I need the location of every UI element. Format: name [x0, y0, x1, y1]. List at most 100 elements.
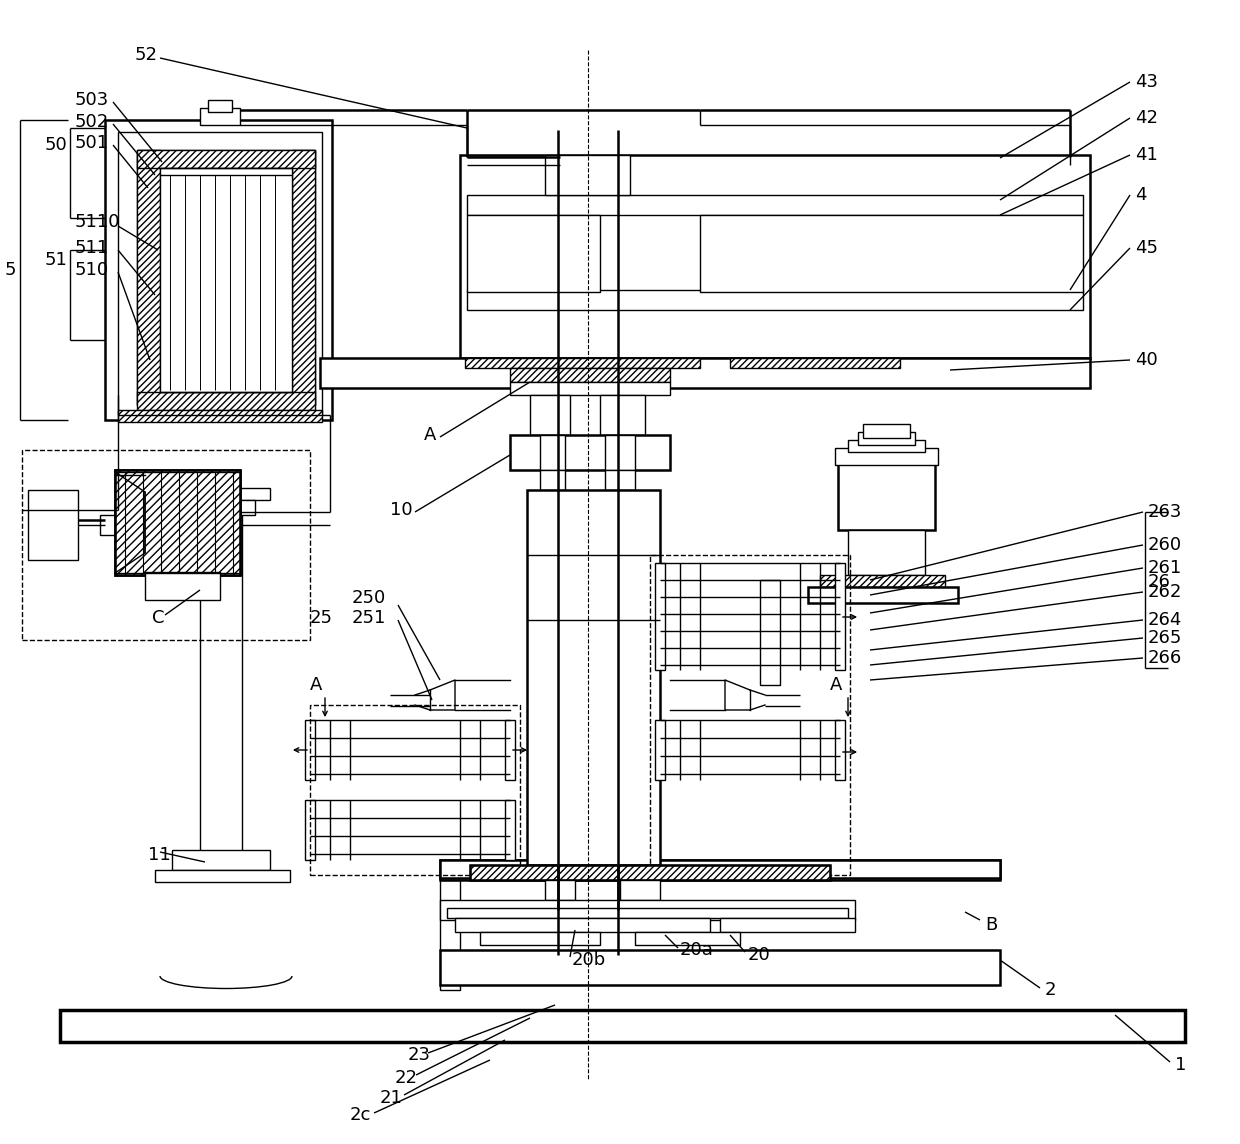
Text: A: A	[424, 426, 436, 444]
Bar	[115, 470, 241, 575]
Text: 510: 510	[74, 261, 109, 279]
Bar	[510, 382, 670, 395]
Text: 23: 23	[408, 1046, 432, 1064]
Bar	[605, 435, 635, 470]
Text: 50: 50	[45, 136, 68, 154]
Bar	[440, 900, 856, 920]
Bar	[655, 563, 665, 670]
Bar	[291, 150, 315, 405]
Bar	[467, 289, 1083, 310]
Text: 5110: 5110	[74, 213, 120, 231]
Bar	[118, 132, 322, 415]
Bar	[858, 432, 915, 445]
Text: 4: 4	[1135, 186, 1147, 204]
Text: 511: 511	[74, 239, 109, 257]
Bar	[100, 515, 115, 535]
Bar	[510, 435, 670, 470]
Bar	[546, 154, 630, 194]
Text: 503: 503	[74, 92, 109, 109]
Bar	[650, 555, 849, 875]
Bar	[655, 720, 665, 780]
Text: 51: 51	[45, 251, 68, 269]
Bar	[529, 395, 570, 435]
Text: 2: 2	[1045, 982, 1056, 999]
Text: 260: 260	[1148, 537, 1182, 554]
Text: 263: 263	[1148, 503, 1183, 521]
Bar	[848, 440, 925, 452]
Bar	[160, 168, 291, 392]
Text: 1: 1	[1176, 1056, 1187, 1074]
Bar	[605, 470, 635, 490]
Text: 501: 501	[74, 134, 109, 152]
Bar	[115, 470, 241, 575]
Text: B: B	[985, 916, 997, 934]
Bar	[848, 530, 925, 575]
Bar	[835, 448, 937, 464]
Bar	[440, 880, 460, 990]
Bar	[305, 800, 315, 860]
Bar	[546, 880, 575, 900]
Text: C: C	[153, 609, 165, 627]
Bar	[539, 435, 565, 470]
Bar	[820, 575, 945, 587]
Text: 2c: 2c	[350, 1106, 371, 1125]
Bar	[29, 490, 78, 561]
Bar	[730, 358, 900, 368]
Text: 11: 11	[148, 847, 171, 864]
Text: 21: 21	[379, 1089, 403, 1107]
Text: 261: 261	[1148, 559, 1182, 577]
Bar	[470, 865, 830, 880]
Bar	[720, 917, 856, 932]
Bar	[467, 194, 1083, 215]
Text: 262: 262	[1148, 583, 1183, 601]
Bar	[155, 869, 290, 882]
Bar	[467, 215, 600, 292]
Bar	[527, 490, 660, 865]
Text: 502: 502	[74, 113, 109, 132]
Bar	[440, 860, 999, 880]
Bar	[808, 587, 959, 603]
Text: 265: 265	[1148, 629, 1183, 648]
Bar	[835, 563, 844, 670]
Bar	[470, 865, 830, 880]
Bar	[145, 572, 219, 599]
Bar	[600, 395, 645, 435]
Bar	[320, 358, 1090, 388]
Bar	[505, 720, 515, 780]
Bar	[480, 932, 600, 945]
Text: 40: 40	[1135, 351, 1158, 370]
Bar	[118, 410, 322, 422]
Bar	[510, 368, 670, 382]
Bar	[465, 358, 701, 368]
Bar	[136, 150, 315, 405]
Text: A: A	[830, 676, 842, 694]
Bar	[620, 880, 660, 900]
Bar	[440, 950, 999, 985]
Bar	[22, 450, 310, 639]
Bar	[310, 705, 520, 875]
Bar	[446, 908, 848, 917]
Text: 251: 251	[352, 609, 387, 627]
Text: 26: 26	[1148, 573, 1171, 591]
Bar	[305, 720, 315, 780]
Text: 266: 266	[1148, 649, 1182, 667]
Bar	[136, 150, 160, 405]
Bar	[838, 462, 935, 530]
Text: 22: 22	[396, 1068, 418, 1087]
Text: 42: 42	[1135, 109, 1158, 127]
Text: 45: 45	[1135, 239, 1158, 257]
Bar	[60, 1010, 1185, 1042]
Bar	[505, 800, 515, 860]
Text: 41: 41	[1135, 146, 1158, 164]
Text: 264: 264	[1148, 611, 1183, 629]
Bar	[460, 154, 1090, 358]
Text: 25: 25	[310, 609, 334, 627]
Bar	[440, 860, 999, 877]
Bar	[115, 470, 241, 575]
Text: 10: 10	[391, 501, 413, 519]
Bar	[835, 720, 844, 780]
Bar	[200, 490, 242, 869]
Bar	[863, 424, 910, 438]
Text: 20b: 20b	[572, 951, 606, 969]
Bar	[136, 392, 315, 410]
